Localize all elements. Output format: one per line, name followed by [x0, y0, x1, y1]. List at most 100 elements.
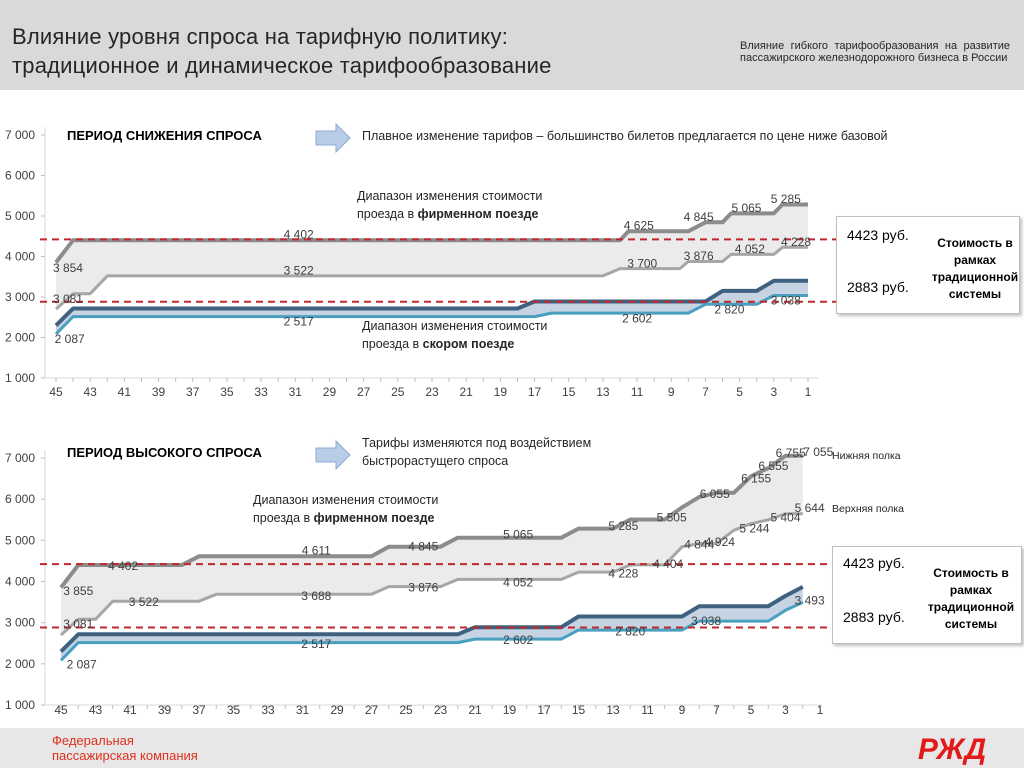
x-tick-label: 17	[537, 703, 551, 717]
data-label: 3 493	[795, 593, 825, 607]
data-label: 5 244	[739, 521, 769, 535]
data-label: 3 855	[63, 584, 93, 598]
band-caption: Диапазон изменения стоимости	[362, 319, 547, 333]
arrow-caption: быстрорастущего спроса	[362, 454, 508, 468]
x-tick-label: 3	[770, 385, 777, 399]
logo-text: РЖД	[918, 733, 986, 766]
x-tick-label: 31	[296, 703, 310, 717]
x-tick-label: 7	[713, 703, 720, 717]
data-label: 4 845	[684, 210, 714, 224]
price-high-label: 4423 руб.	[843, 555, 905, 571]
x-tick-label: 31	[289, 385, 303, 399]
data-label: 3 081	[63, 617, 93, 631]
x-tick-label: 39	[158, 703, 172, 717]
data-label: 2 602	[622, 311, 652, 325]
data-label: 2 602	[503, 633, 533, 647]
data-label: 3 876	[684, 249, 714, 263]
data-label: 6 055	[700, 487, 730, 501]
title-line-2: традиционное и динамическое тарифообразо…	[12, 53, 552, 78]
data-label: 3 688	[301, 589, 331, 603]
data-label: 4 625	[624, 219, 654, 233]
data-label: 4 402	[108, 559, 138, 573]
data-label: 4 611	[302, 544, 331, 558]
x-tick-label: 27	[357, 385, 371, 399]
data-label: 3 522	[129, 595, 159, 609]
page-subtitle: Влияние гибкого тарифообразования на раз…	[740, 40, 1010, 64]
data-label: 3 038	[771, 294, 801, 308]
x-tick-label: 25	[391, 385, 405, 399]
x-tick-label: 29	[330, 703, 344, 717]
data-label: 5 285	[608, 519, 638, 533]
x-tick-label: 43	[89, 703, 103, 717]
rzd-logo-icon: РЖД	[918, 733, 986, 766]
data-label: 4 052	[735, 242, 765, 256]
y-tick-label: 5 000	[5, 209, 35, 223]
firm-upper-series-line	[54, 202, 808, 264]
period-heading: ПЕРИОД СНИЖЕНИЯ СПРОСА	[67, 128, 262, 143]
data-label: 6 555	[758, 459, 788, 473]
header-bar	[0, 0, 1024, 90]
band-caption-prefix: проезда в	[362, 337, 423, 351]
y-tick-label: 2 000	[5, 331, 35, 345]
fast-upper-series-line	[59, 585, 804, 653]
x-tick-label: 13	[606, 703, 620, 717]
firm-lower-series-line	[59, 512, 803, 637]
y-tick-label: 1 000	[5, 698, 35, 712]
band-caption-prefix: проезда в	[357, 207, 418, 221]
y-tick-label: 3 000	[5, 616, 35, 630]
data-label: 3 038	[691, 614, 721, 628]
traditional-price-box-bottom: 4423 руб. 2883 руб. Стоимость в рамках т…	[832, 546, 1022, 644]
firm-lower-series-line	[54, 245, 808, 311]
x-tick-label: 11	[631, 385, 644, 399]
data-label: 3 854	[53, 261, 83, 275]
x-tick-label: 19	[494, 385, 508, 399]
y-tick-label: 7 000	[5, 451, 35, 465]
x-tick-label: 1	[817, 703, 824, 717]
data-label: 5 065	[503, 528, 533, 542]
data-label: 3 700	[627, 256, 657, 270]
page-title: Влияние уровня спроса на тарифную полити…	[12, 22, 552, 80]
x-tick-label: 21	[468, 703, 482, 717]
firm-train-range-band	[56, 204, 808, 310]
x-tick-label: 43	[84, 385, 98, 399]
arrow-right-icon	[315, 439, 351, 471]
band-caption: проезда в фирменном поезде	[253, 511, 435, 525]
data-label: 5 404	[770, 510, 800, 524]
data-label: 4 844	[684, 537, 714, 551]
band-caption-prefix: проезда в	[253, 511, 314, 525]
x-tick-label: 9	[679, 703, 686, 717]
traditional-system-label: Стоимость в рамках традиционной системы	[931, 236, 1019, 301]
data-label: 3 876	[408, 581, 438, 595]
y-tick-label: 1 000	[5, 371, 35, 385]
y-tick-label: 3 000	[5, 290, 35, 304]
price-high-label: 4423 руб.	[847, 227, 909, 243]
y-tick-label: 4 000	[5, 250, 35, 264]
y-tick-label: 5 000	[5, 533, 35, 547]
footer-bar	[0, 728, 1024, 768]
x-tick-label: 25	[399, 703, 413, 717]
x-tick-label: 1	[805, 385, 812, 399]
y-tick-label: 6 000	[5, 492, 35, 506]
data-label: 2 087	[67, 658, 97, 672]
fast-lower-series-line	[54, 294, 808, 336]
legend-upper-berth: Верхняя полка	[832, 503, 904, 515]
x-tick-label: 27	[365, 703, 379, 717]
x-tick-label: 23	[434, 703, 448, 717]
x-tick-label: 17	[528, 385, 542, 399]
x-tick-label: 33	[254, 385, 268, 399]
arrow-caption: Тарифы изменяются под воздействием	[362, 436, 591, 450]
data-label: 3 081	[53, 292, 83, 306]
price-low-label: 2883 руб.	[843, 609, 905, 625]
firm-train-range-band	[61, 455, 803, 635]
data-label: 3 522	[284, 264, 314, 278]
band-caption: Диапазон изменения стоимости	[357, 189, 542, 203]
data-label: 4 228	[608, 567, 638, 581]
x-tick-label: 15	[562, 385, 576, 399]
company-name: Федеральная пассажирская компания	[52, 733, 198, 763]
period-heading: ПЕРИОД ВЫСОКОГО СПРОСА	[67, 445, 263, 460]
data-label: 4 228	[781, 235, 811, 249]
data-label: 5 505	[657, 510, 687, 524]
data-label: 2 087	[55, 332, 85, 346]
band-caption: проезда в скором поезде	[362, 337, 514, 351]
x-tick-label: 23	[425, 385, 439, 399]
